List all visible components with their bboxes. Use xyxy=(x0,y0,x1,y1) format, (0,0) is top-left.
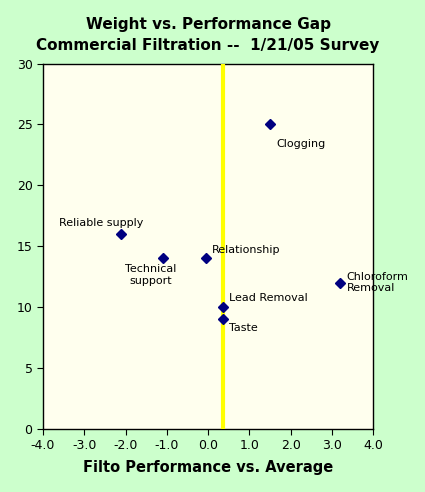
Text: Chloroform
Removal: Chloroform Removal xyxy=(346,272,408,293)
Text: Lead Removal: Lead Removal xyxy=(229,293,307,303)
Text: Taste: Taste xyxy=(229,323,258,333)
Text: Clogging: Clogging xyxy=(276,139,326,149)
Text: Technical
support: Technical support xyxy=(125,264,176,286)
X-axis label: Filto Performance vs. Average: Filto Performance vs. Average xyxy=(83,461,333,475)
Text: Relationship: Relationship xyxy=(212,245,281,254)
Text: Reliable supply: Reliable supply xyxy=(60,218,144,228)
Title: Weight vs. Performance Gap
Commercial Filtration --  1/21/05 Survey: Weight vs. Performance Gap Commercial Fi… xyxy=(37,17,380,53)
